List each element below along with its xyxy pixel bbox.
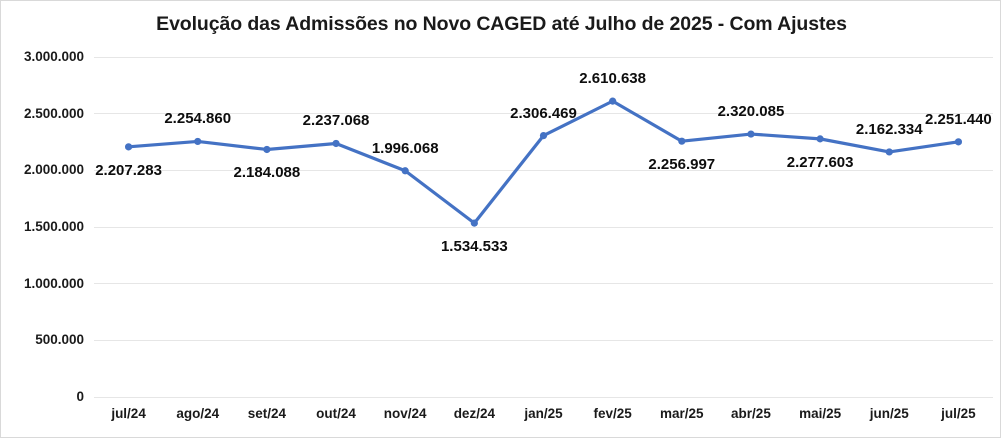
data-point-marker (470, 219, 478, 227)
x-axis-tick-label: ago/24 (176, 406, 220, 421)
gridline (94, 283, 993, 285)
x-axis-tick-label: fev/25 (593, 406, 632, 421)
y-axis-tick-label: 500.000 (35, 332, 84, 348)
x-axis: jul/24 ago/24 set/24 out/24 nov/24 dez/24 jan/… (94, 407, 993, 429)
data-point-marker (332, 139, 340, 148)
y-axis-tick-label: 1.500.000 (23, 219, 84, 234)
x-axis-tick-label: mar/25 (660, 406, 704, 421)
y-axis-tick-label: 3.000.000 (23, 49, 84, 64)
gridline (94, 226, 993, 228)
line-series (124, 97, 963, 227)
data-point-marker (401, 167, 409, 175)
gridline (94, 113, 993, 115)
x-axis-tick-label: nov/24 (383, 406, 427, 421)
x-axis-tick-label: dez/24 (453, 406, 495, 421)
data-point-marker (263, 145, 271, 154)
x-axis-tick-label: mai/25 (799, 406, 842, 421)
gridline (94, 396, 993, 398)
x-axis-tick-label: abr/25 (731, 406, 771, 421)
x-axis-tick-label: jul/24 (111, 406, 146, 421)
data-point-marker (539, 132, 548, 140)
x-axis-tick-label: jul/25 (941, 406, 976, 421)
x-axis-tick-label: set/24 (247, 406, 286, 421)
data-point-marker (816, 135, 824, 143)
data-point-marker (747, 130, 755, 138)
y-axis-tick-label: 0 (76, 389, 84, 404)
y-axis: 3.000.000 2.500.000 2.000.000 1.500.000 1.00… (1, 50, 84, 403)
x-axis-tick-label: jan/25 (524, 406, 563, 421)
gridline (94, 56, 993, 58)
data-point-marker (678, 137, 686, 145)
plot-area (94, 56, 993, 398)
data-point-marker (194, 137, 202, 146)
series-markers (124, 97, 963, 227)
x-axis-tick-label: jun/25 (869, 406, 909, 421)
gridline (94, 339, 993, 341)
data-point-marker (124, 143, 133, 151)
gridline (94, 169, 993, 171)
series-line (126, 99, 961, 225)
y-axis-tick-label: 2.500.000 (23, 105, 84, 121)
data-point-marker (954, 138, 963, 146)
y-axis-tick-label: 1.000.000 (23, 275, 84, 291)
x-axis-tick-label: out/24 (316, 406, 356, 421)
y-axis-tick-label: 2.000.000 (23, 162, 84, 178)
chart-title: Evolução das Admissões no Novo CAGED até… (156, 13, 847, 35)
data-point-marker (609, 97, 617, 105)
data-point-marker (885, 148, 893, 156)
